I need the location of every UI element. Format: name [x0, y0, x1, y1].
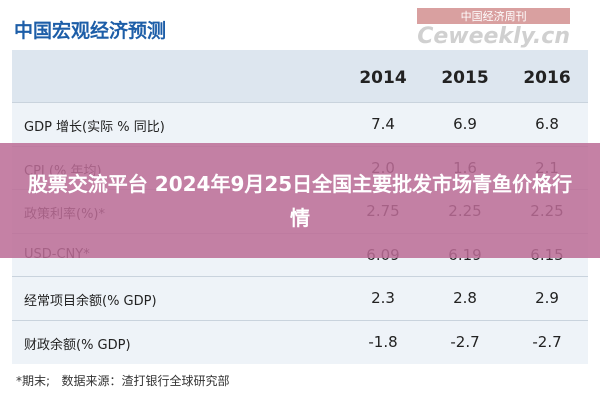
logo-bottom: Ceweekly.cn	[417, 24, 570, 49]
banner-text: 股票交流平台 2024年9月25日全国主要批发市场青鱼价格行情	[27, 171, 573, 230]
cell-value: 2.3	[371, 289, 395, 307]
row-label: 财政余额(% GDP)	[24, 337, 131, 353]
cell-value: -2.7	[532, 332, 562, 351]
title: 中国宏观经济预测	[14, 20, 167, 42]
footnote: *期末; 数据来源：渣打银行全球研究部	[16, 374, 230, 388]
cell-value: 7.4	[371, 115, 395, 133]
table-row: GDP 增长(实际 % 同比) 7.4 6.9 6.8	[12, 102, 588, 147]
logo-top: 中国经济周刊	[417, 8, 570, 24]
column-header: 2016	[523, 68, 571, 88]
cell-value: -1.8	[368, 332, 398, 351]
cell-value: 2.8	[453, 289, 477, 307]
row-label: 经常项目余额(% GDP)	[24, 294, 157, 309]
banner: 股票交流平台 2024年9月25日全国主要批发市场青鱼价格行情	[0, 143, 600, 258]
table-row: 财政余额(% GDP) -1.8 -2.7 -2.7	[12, 319, 588, 365]
cell-value: 6.8	[535, 115, 559, 133]
cell-value: -2.7	[450, 332, 480, 351]
column-header: 2014	[359, 68, 407, 88]
logo: 中国经济周刊 Ceweekly.cn	[417, 8, 570, 49]
table-header: 2014 2015 2016	[12, 50, 588, 102]
cell-value: 2.9	[535, 289, 559, 307]
row-label: GDP 增长(实际 % 同比)	[24, 120, 165, 135]
table-row: 经常项目余额(% GDP) 2.3 2.8 2.9	[12, 276, 588, 321]
column-header: 2015	[441, 68, 489, 88]
cell-value: 6.9	[453, 115, 477, 133]
